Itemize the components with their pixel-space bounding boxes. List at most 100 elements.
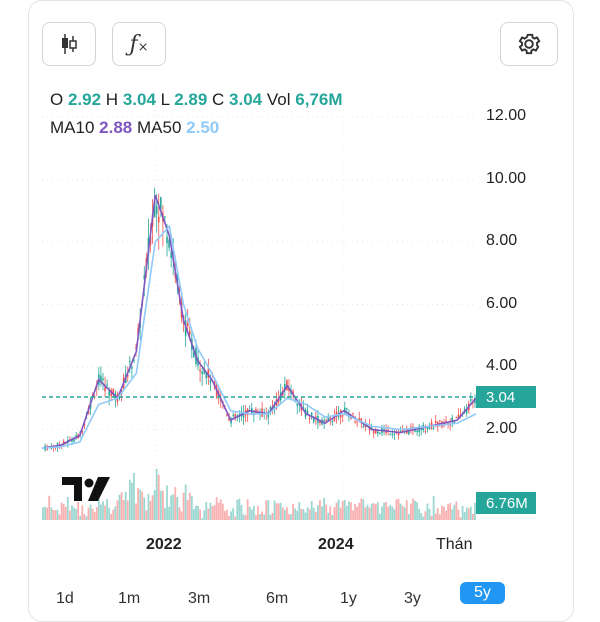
indicators-button[interactable]: ƒ× [112, 22, 166, 66]
open-value: 2.92 [67, 90, 102, 109]
volume-bar [172, 494, 175, 520]
volume-bar [73, 507, 75, 520]
volume-bar [186, 500, 189, 520]
volume-bar [89, 504, 92, 520]
volume-bar [391, 506, 394, 520]
volume-bar [168, 506, 170, 520]
candle-body [69, 439, 71, 441]
volume-bar [95, 506, 98, 520]
volume-bar [207, 508, 210, 520]
volume-bar [333, 507, 336, 520]
candle-body [100, 375, 102, 383]
candle-body [75, 435, 77, 438]
volume-bar [395, 499, 398, 520]
y-tick-label: 10.00 [486, 169, 527, 187]
period-1m[interactable]: 1m [118, 590, 141, 607]
volume-bar [122, 500, 125, 520]
settings-button[interactable] [500, 22, 558, 66]
volume-bar [335, 502, 338, 520]
volume-bar [267, 500, 270, 520]
period-5y[interactable]: 5y [460, 582, 505, 604]
volume-bar [327, 512, 330, 520]
volume-bar [62, 504, 65, 520]
volume-bar [441, 505, 443, 520]
volume-bar [308, 509, 311, 520]
period-1d[interactable]: 1d [56, 590, 74, 607]
volume-bar [465, 507, 468, 520]
period-6m[interactable]: 6m [266, 590, 289, 607]
candle-body [358, 418, 361, 421]
volume-bar [343, 499, 346, 520]
volume-bar [215, 497, 218, 520]
candle-body [453, 421, 456, 425]
volume-bar [275, 503, 278, 520]
volume-bar [66, 497, 69, 520]
candle-body [230, 419, 232, 424]
volume-bar [203, 510, 206, 520]
candle-body [106, 384, 108, 386]
volume-bar [137, 488, 139, 520]
volume-bar [416, 502, 418, 520]
candle-body [288, 388, 290, 391]
volume-bar [350, 502, 352, 520]
volume-bar [104, 505, 106, 520]
volume-bar [294, 508, 297, 520]
price-chart[interactable] [0, 0, 600, 600]
volume-bar [379, 513, 381, 520]
volume-bar [329, 506, 332, 520]
x-tick-month: Thán [436, 536, 473, 553]
volume-bar [430, 515, 433, 520]
volume-bar [467, 508, 470, 520]
candle-body [408, 429, 410, 435]
volume-bar [401, 505, 404, 520]
period-1y[interactable]: 1y [340, 590, 357, 607]
volume-bar [139, 489, 142, 520]
candle-body [193, 350, 195, 357]
volume-bar [135, 503, 137, 520]
volume-bar [226, 509, 228, 520]
candle-body [188, 330, 191, 335]
volume-bar [455, 501, 458, 520]
candle-body [374, 429, 377, 434]
chart-card [28, 0, 574, 622]
close-value: 3.04 [229, 90, 263, 109]
volume-bar [145, 510, 148, 520]
volume-bar [286, 507, 288, 520]
gear-icon [518, 33, 541, 55]
candle-body [426, 427, 429, 429]
candle-body [451, 417, 454, 423]
volume-bar [426, 503, 429, 520]
volume-bar [228, 515, 230, 520]
period-selector: 1d 1m 3m 6m 1y 3y 5y [40, 582, 540, 610]
candle-body [71, 440, 73, 442]
candle-body [269, 406, 272, 410]
candle-body [201, 371, 203, 374]
period-3m[interactable]: 3m [188, 590, 211, 607]
volume-bar [443, 506, 445, 520]
volume-bar [348, 501, 350, 520]
volume-bar [42, 507, 44, 520]
volume-bar [255, 515, 257, 520]
ma10-value: 2.88 [99, 118, 133, 137]
last-price-badge: 3.04 [476, 386, 536, 408]
volume-bar [339, 507, 342, 520]
tradingview-logo [62, 477, 110, 501]
volume-bar [420, 513, 423, 520]
volume-bar [414, 500, 416, 520]
volume-bar [58, 514, 61, 520]
low-label: L [160, 90, 170, 109]
candle-body [263, 411, 265, 413]
volume-bar [46, 507, 49, 520]
candle-body [234, 414, 237, 418]
candle-body [296, 403, 299, 406]
volume-bar [449, 503, 452, 520]
candle-body [73, 439, 75, 442]
candle-body [377, 431, 379, 434]
volume-bar [356, 506, 359, 520]
candlestick-button[interactable] [42, 22, 96, 66]
period-3y[interactable]: 3y [404, 590, 421, 607]
y-tick-label: 4.00 [486, 357, 518, 374]
volume-bar [217, 502, 220, 520]
candle-body [112, 388, 115, 394]
volume-bar [281, 507, 284, 520]
